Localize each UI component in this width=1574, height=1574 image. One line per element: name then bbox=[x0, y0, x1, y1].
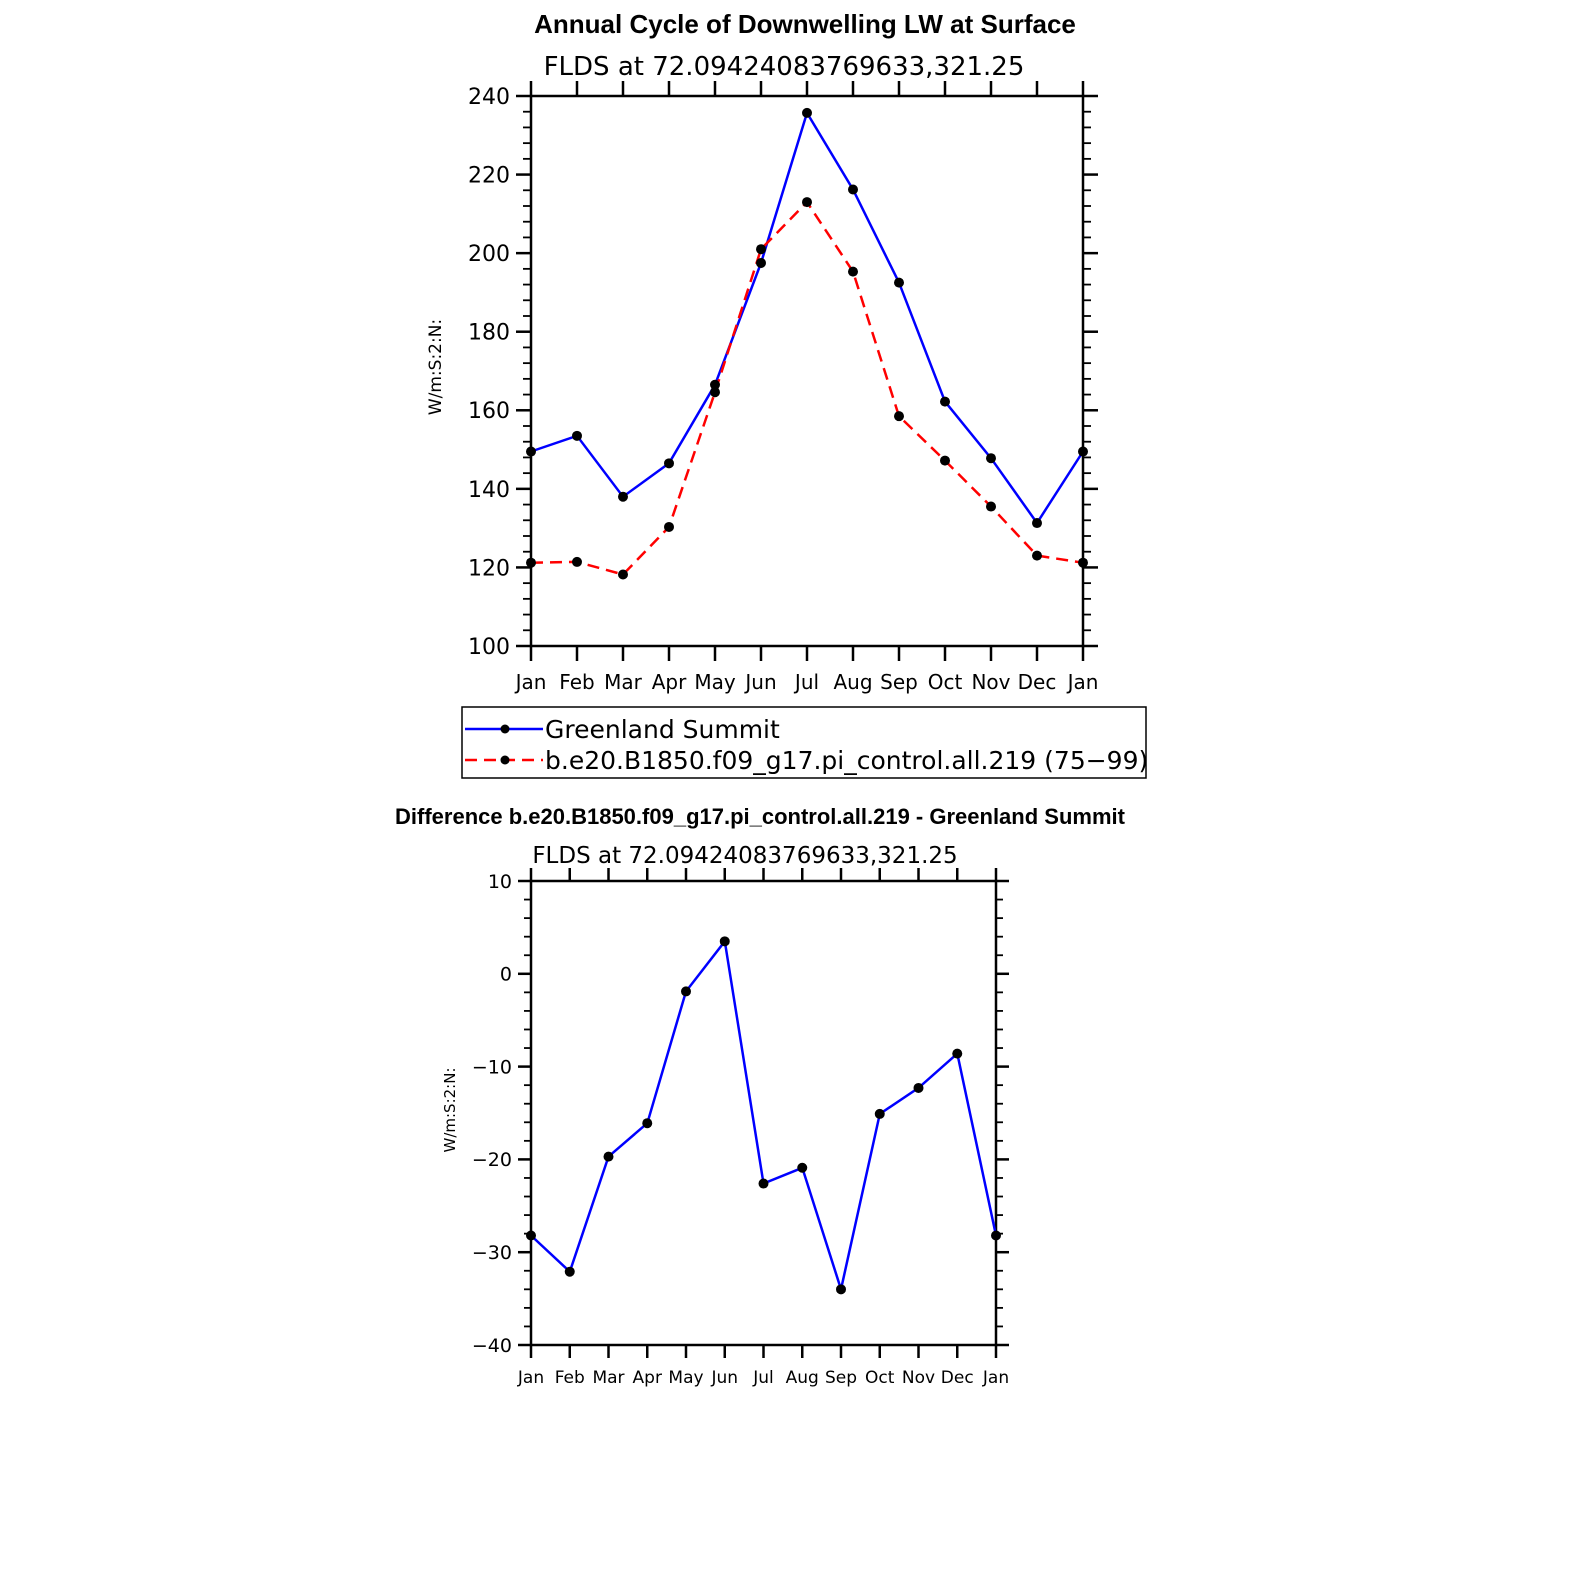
chart-1-ytick-label: 140 bbox=[468, 478, 510, 503]
chart-1-series-0-point bbox=[618, 491, 628, 502]
chart-1-xtick-label: Feb bbox=[559, 670, 594, 694]
chart-2-series-0-point bbox=[913, 1082, 924, 1093]
chart-1-series-0-point bbox=[572, 430, 582, 441]
chart-2-series-0-point bbox=[642, 1118, 653, 1129]
chart-1-series-0-point bbox=[802, 107, 812, 118]
chart-1-series-0-point bbox=[710, 379, 720, 390]
chart-2-series-0-line bbox=[530, 938, 998, 1295]
chart-1-series-0-point bbox=[1032, 518, 1042, 529]
chart-2-ytick-label: −30 bbox=[472, 1242, 512, 1264]
chart-1-xtick-label: Jul bbox=[793, 670, 819, 694]
chart-2-xtick-label: Jan bbox=[517, 1368, 544, 1388]
chart-2-series-0-point bbox=[874, 1108, 885, 1119]
chart-1-ytick-label: 200 bbox=[468, 242, 510, 267]
chart-1-title: Annual Cycle of Downwelling LW at Surfac… bbox=[534, 9, 1076, 39]
chart-1-plot: 100 120 140 160 180 200 220 240 Jan Feb Mar Apr May J… bbox=[468, 81, 1098, 694]
chart-1-series-1-point bbox=[848, 266, 858, 277]
chart-1-series-1-point bbox=[618, 569, 628, 580]
chart-2-series-0-point bbox=[797, 1162, 808, 1173]
chart-1-xtick-label: Nov bbox=[971, 670, 1010, 694]
chart-2-ytick-label: 10 bbox=[488, 871, 512, 893]
chart-2-series-0-point bbox=[952, 1048, 963, 1059]
chart-2-xtick-label: Apr bbox=[633, 1368, 662, 1388]
chart-1-series-1-point bbox=[1078, 557, 1088, 568]
chart-1-series-0-point bbox=[986, 453, 996, 464]
chart-1-series-1-point bbox=[802, 197, 812, 208]
legend-marker-greenland-summit bbox=[500, 724, 510, 734]
chart-1-xtick-label: Jan bbox=[1066, 670, 1099, 694]
chart-2-series-0-point bbox=[564, 1266, 575, 1277]
chart-2-xtick-label: Jun bbox=[710, 1368, 738, 1388]
chart-2-xtick-label: Dec bbox=[941, 1368, 974, 1388]
chart-1-series-0-line bbox=[530, 109, 1085, 526]
legend-label-greenland-summit: Greenland Summit bbox=[545, 715, 780, 744]
chart-2-series-0-point bbox=[526, 1230, 536, 1241]
chart-2-series-0-point bbox=[991, 1230, 1001, 1241]
chart-2-ytick-label: −40 bbox=[472, 1335, 512, 1357]
chart-1-ytick-label: 160 bbox=[468, 399, 510, 424]
chart-1-xtick-label: Jan bbox=[514, 670, 547, 694]
chart-2-series-0-point bbox=[603, 1151, 614, 1162]
chart-1-series-0-point bbox=[848, 184, 858, 195]
chart-1-series-0-point bbox=[664, 458, 674, 469]
chart-1-xtick-label: Apr bbox=[652, 670, 687, 694]
chart-1-xtick-label: Mar bbox=[604, 670, 643, 694]
chart-1-xtick-label: Jun bbox=[743, 670, 776, 694]
chart-2-series-0-point bbox=[719, 936, 730, 947]
chart-1-ytick-label: 180 bbox=[468, 321, 510, 346]
chart-1-series-1-point bbox=[756, 244, 766, 255]
chart-1-series-1-point bbox=[526, 557, 536, 568]
chart-2-xtick-label: Jan bbox=[982, 1368, 1009, 1388]
chart-2-subtitle: FLDS at 72.09424083769633,321.25 bbox=[532, 843, 957, 869]
chart-1-series-1-point bbox=[986, 501, 996, 512]
chart-1-series-0-point bbox=[1078, 446, 1088, 457]
chart-1-legend: Greenland Summit b.e20.B1850.f09_g17.pi_… bbox=[461, 706, 1148, 779]
chart-2-xtick-label: Aug bbox=[786, 1368, 819, 1388]
chart-2-plot: −40 −30 −20 −10 0 10 Jan Feb Mar Apr May Jun Jul Aug S… bbox=[472, 868, 1009, 1388]
chart-1-ylabel: W/m:S:2:N: bbox=[426, 319, 446, 415]
chart-2-ytick-label: 0 bbox=[500, 964, 512, 986]
chart-1-ytick-label: 240 bbox=[468, 85, 510, 110]
chart-1-xtick-label: May bbox=[694, 670, 736, 694]
chart-1-xtick-label: Oct bbox=[928, 670, 963, 694]
chart-2-series-0-point bbox=[681, 986, 691, 997]
chart-1-series-1-point bbox=[572, 556, 582, 567]
legend-marker-pi-control bbox=[500, 755, 510, 765]
chart-2-ytick-label: −10 bbox=[472, 1056, 512, 1078]
chart-2-xtick-label: Sep bbox=[825, 1368, 857, 1388]
chart-1-series-1-point bbox=[894, 411, 904, 422]
chart-1-series-1-point bbox=[940, 455, 950, 466]
chart-2-ytick-label: −20 bbox=[472, 1149, 512, 1171]
chart-2-xtick-label: Jul bbox=[752, 1368, 774, 1388]
chart-1-series-1-point bbox=[1032, 550, 1042, 561]
chart-2-xtick-label: May bbox=[668, 1368, 703, 1388]
chart-2-xtick-label: Nov bbox=[902, 1368, 935, 1388]
chart-1-frame bbox=[529, 94, 1085, 648]
chart-1-series-0-point bbox=[940, 396, 950, 407]
chart-1-series-1-line bbox=[530, 200, 1084, 576]
chart-1-series-0-point bbox=[526, 446, 536, 457]
legend-frame bbox=[461, 706, 1147, 779]
chart-2-frame bbox=[529, 879, 998, 1347]
chart-2-ylabel: W/m:S:2:N: bbox=[441, 1068, 459, 1153]
chart-1-ytick-label: 120 bbox=[468, 556, 510, 581]
chart-1-ytick-label: 100 bbox=[468, 635, 510, 660]
chart-1-xtick-label: Aug bbox=[833, 670, 872, 694]
chart-1-series-0-point bbox=[756, 257, 766, 268]
chart-2-title: Difference b.e20.B1850.f09_g17.pi_contro… bbox=[395, 804, 1126, 829]
chart-2-xtick-label: Mar bbox=[592, 1368, 624, 1388]
chart-2-xtick-label: Feb bbox=[555, 1368, 585, 1388]
chart-2-xtick-label: Oct bbox=[865, 1368, 895, 1388]
legend-label-pi-control: b.e20.B1850.f09_g17.pi_control.all.219 (… bbox=[545, 746, 1148, 775]
chart-1-subtitle: FLDS at 72.09424083769633,321.25 bbox=[544, 52, 1025, 82]
chart-2-series-0-point bbox=[836, 1284, 846, 1295]
chart-1-ytick-label: 220 bbox=[468, 163, 510, 188]
chart-1-xtick-label: Dec bbox=[1018, 670, 1057, 694]
chart-1-series-1-point bbox=[710, 387, 720, 398]
chart-2-series-0-point bbox=[758, 1178, 769, 1189]
chart-1-series-1-point bbox=[664, 521, 674, 532]
chart-1-series-0-point bbox=[894, 277, 904, 288]
chart-1-xtick-label: Sep bbox=[880, 670, 918, 694]
